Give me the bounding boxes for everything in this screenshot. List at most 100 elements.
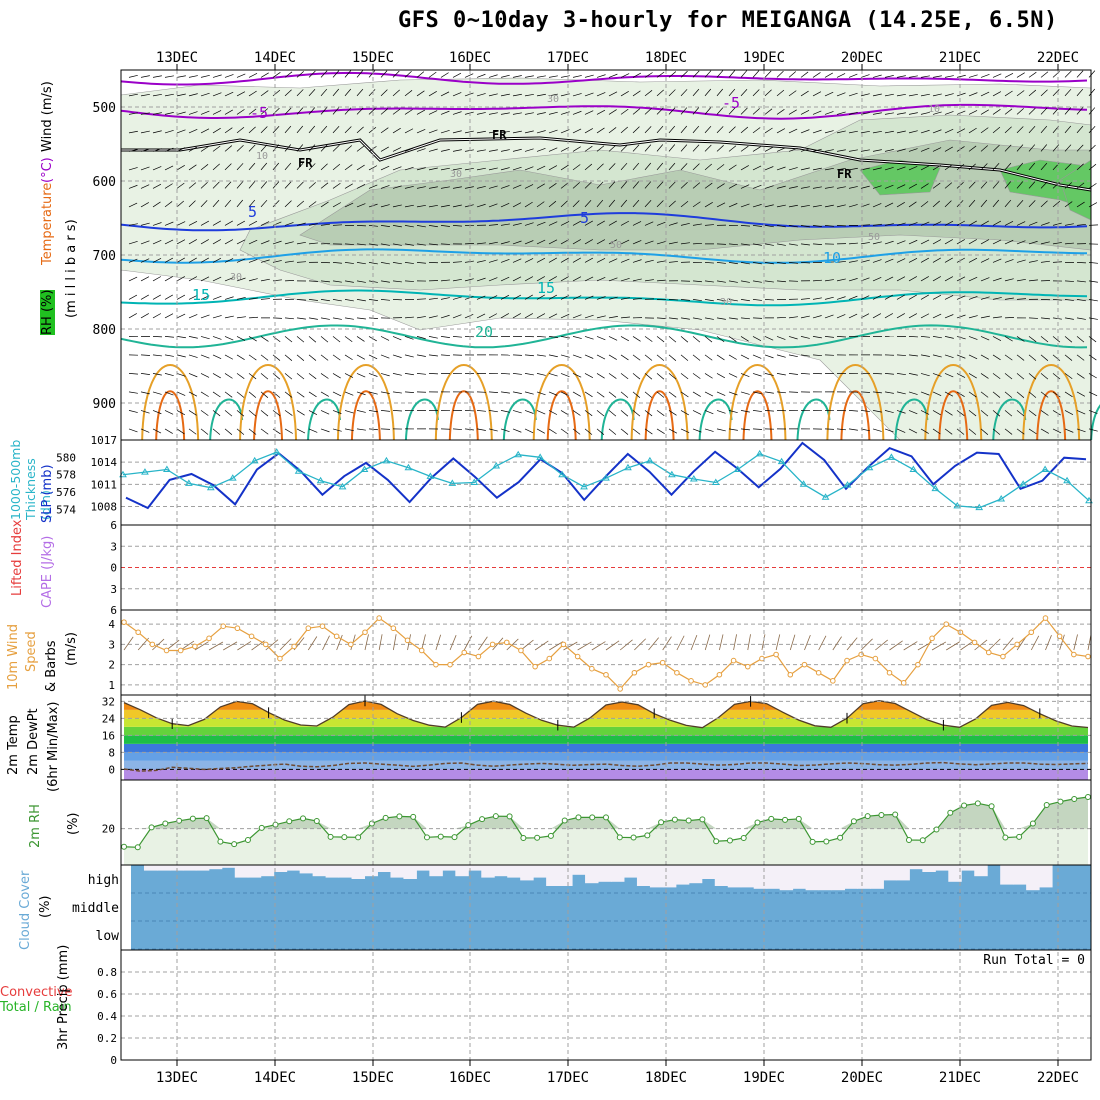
- wind-barb: [248, 181, 256, 189]
- rh2m-point: [947, 809, 954, 816]
- wind-barb: [728, 203, 738, 208]
- thickness-point: [206, 483, 215, 491]
- wind-barb: [1052, 200, 1061, 208]
- isotherm-label-minus5: -5: [722, 94, 740, 112]
- wind-barb: [632, 410, 641, 417]
- wind-barb: [428, 243, 438, 246]
- wind-barb: [500, 202, 510, 208]
- wind-barb: [524, 354, 534, 357]
- surface-wind-barb: [789, 634, 796, 651]
- wind-barb: [536, 221, 546, 226]
- wind-barb: [572, 336, 582, 339]
- wind-barb: [284, 241, 294, 245]
- wind-barb: [140, 240, 150, 245]
- wind-barb: [872, 203, 882, 208]
- rh2m-point: [575, 814, 582, 821]
- isotherm-label-minus5: -5: [250, 104, 268, 122]
- wind-barb: [500, 241, 510, 245]
- cloud-high-gap: [156, 865, 171, 871]
- thickness-point: [1019, 480, 1028, 487]
- wind-barb: [776, 166, 786, 171]
- wind-speed-point: [333, 633, 340, 640]
- wind-barb: [512, 148, 522, 152]
- wind-barb: [212, 110, 222, 115]
- wind-barb: [176, 294, 186, 300]
- wind-barb: [824, 279, 834, 282]
- wind-barb: [812, 186, 822, 189]
- thickness-point: [755, 449, 764, 457]
- isotherm-plus25-arch: [924, 364, 983, 441]
- wind-barb: [332, 373, 341, 379]
- wind-barb: [380, 127, 389, 134]
- rh-label-30: 30: [720, 297, 732, 308]
- wind-speed-point: [617, 686, 623, 692]
- wind-barb: [656, 125, 664, 134]
- thickness-point: [799, 480, 808, 487]
- cloud-high-gap: [234, 865, 249, 878]
- wind-barb: [176, 182, 185, 189]
- wind-barb: [1004, 144, 1012, 152]
- wind-barb: [1016, 144, 1024, 152]
- wind-barb: [536, 130, 546, 134]
- wind-barb: [644, 221, 654, 226]
- wind-barb: [944, 428, 953, 435]
- surface-wind-barb: [662, 636, 672, 651]
- wind-barb: [512, 428, 522, 433]
- wind-barb: [212, 127, 221, 134]
- wind-barb: [1076, 317, 1086, 320]
- wind-barb: [860, 149, 870, 152]
- wind-barb: [440, 225, 450, 227]
- cloud-high-gap: [364, 865, 378, 877]
- cloud-high-gap: [572, 865, 586, 875]
- wind-barb: [632, 336, 641, 342]
- wind-barb: [440, 149, 450, 152]
- wind-barb: [1016, 108, 1024, 115]
- rh2m-point: [933, 826, 940, 833]
- wind-barb: [452, 204, 462, 208]
- cloud-high-gap: [299, 865, 314, 874]
- wind-barb: [236, 391, 245, 398]
- wind-barb: [992, 144, 1000, 152]
- wind-barb: [488, 93, 498, 97]
- wind-barb: [548, 276, 557, 282]
- wind-barb: [392, 127, 401, 134]
- wind-barb: [320, 428, 330, 433]
- wind-speed-point: [787, 671, 794, 678]
- wind-barb: [704, 280, 714, 283]
- wind-barb: [344, 202, 354, 208]
- wind-barb: [1064, 317, 1074, 320]
- wind-barb: [716, 373, 726, 379]
- wind-barb: [740, 243, 750, 246]
- wind-barb: [968, 373, 977, 379]
- wind-barb: [200, 428, 209, 435]
- wind-barb: [632, 144, 640, 152]
- wind-barb: [404, 204, 414, 208]
- wind-barb: [584, 257, 594, 263]
- wind-barb: [200, 373, 210, 378]
- surface-wind-barb: [194, 641, 209, 651]
- date-label-bottom: 16DEC: [449, 1070, 491, 1086]
- wind-barb: [368, 299, 378, 301]
- wind-barb: [392, 70, 400, 78]
- wind-barb: [488, 224, 498, 226]
- wind-barb: [188, 182, 197, 189]
- wind-barb: [512, 373, 522, 375]
- wind-barb: [212, 373, 221, 379]
- wind-barb: [236, 126, 245, 134]
- wind-barb: [248, 144, 256, 152]
- date-label-bottom: 19DEC: [743, 1070, 785, 1086]
- thickness-point: [646, 456, 654, 464]
- wind-speed-point: [886, 669, 893, 676]
- wind-speed-point: [1071, 651, 1077, 658]
- surface-wind-barb: [549, 641, 564, 651]
- wind-barb: [164, 129, 174, 134]
- wind-barb: [560, 200, 568, 208]
- wind-barb: [560, 75, 570, 78]
- wind-barb: [872, 223, 882, 226]
- surface-wind-barb: [832, 636, 842, 651]
- wind-barb: [860, 130, 870, 134]
- wind-barb: [440, 297, 450, 300]
- wind-barb: [980, 391, 989, 398]
- wind-barb: [596, 181, 604, 189]
- wind-barb: [188, 354, 198, 358]
